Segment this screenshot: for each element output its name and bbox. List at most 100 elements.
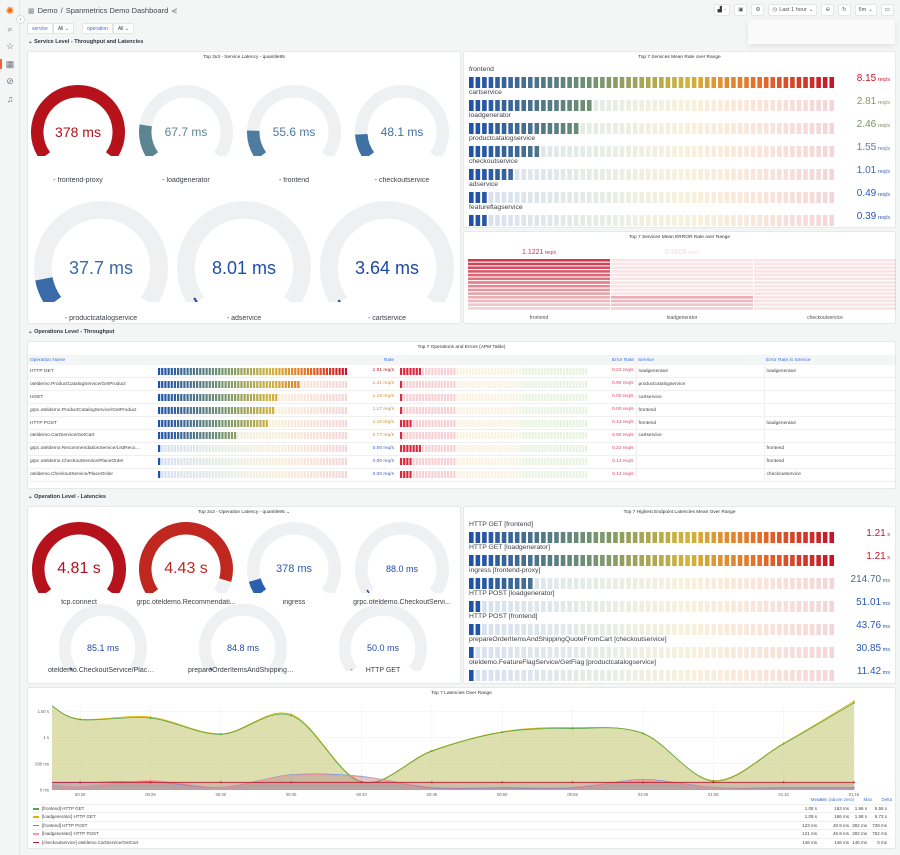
series-point[interactable] — [642, 779, 644, 781]
bar-gauge-row[interactable]: HTTP POST [frontend] 43.76 ms — [469, 613, 890, 635]
tv-mode-button[interactable]: ▭ — [880, 4, 894, 16]
series-point[interactable] — [149, 779, 152, 782]
legend-column-header[interactable]: Delta — [881, 797, 892, 802]
table-row[interactable]: grpc.oteldemo.RecommendationService/List… — [28, 442, 895, 456]
col-error-rate[interactable]: Error Rate — [396, 355, 636, 365]
series-point[interactable] — [149, 781, 152, 784]
series-point[interactable] — [712, 781, 715, 784]
bar-gauge-row[interactable]: adservice 0.49 req/s — [469, 181, 890, 203]
add-panel-button[interactable]: ▟ + — [713, 4, 731, 16]
variable-select-service[interactable]: All ⌄ — [52, 23, 74, 34]
legend-item[interactable]: [loadgenerator] HTTP GET 1.09 s 166 ms 1.98… — [33, 812, 890, 820]
bar-gauge-row[interactable]: featureflagservice 0.39 req/s — [469, 204, 890, 226]
dashboards-icon[interactable]: ▦ — [5, 59, 15, 69]
expand-sidebar-button[interactable]: › — [16, 15, 25, 24]
bar-gauge-row[interactable]: cartservice 2.81 req/s — [469, 89, 890, 111]
series-point[interactable] — [853, 701, 855, 704]
bar-gauge-row[interactable]: ingress [frontend-proxy] 214.70 ms — [469, 567, 890, 589]
row-operation-latencies[interactable]: ⌄ Operation Level - Latencies — [28, 494, 106, 500]
series-point[interactable] — [219, 786, 222, 789]
series-point[interactable] — [149, 717, 152, 719]
panel-title[interactable]: Top 7 Services Mean Rate over Range — [638, 55, 721, 60]
panel-title[interactable]: Top 7 Services Mean ERROR Rate over Rang… — [628, 235, 731, 240]
series-point[interactable] — [79, 781, 82, 784]
error-column[interactable]: 1.1221 req/s frontend — [468, 249, 610, 321]
settings-button[interactable]: ⚙ — [751, 4, 765, 16]
row-service-level[interactable]: ⌄ Service Level - Throughput and Latenci… — [28, 39, 144, 45]
col-error-rate-in-service[interactable]: Error Rate in Service — [764, 355, 895, 365]
series-point[interactable] — [430, 781, 433, 784]
series-point[interactable] — [219, 781, 222, 784]
col-rate[interactable]: Rate — [156, 355, 396, 365]
bar-gauge-row[interactable]: HTTP POST [loadgenerator] 51.01 ms — [469, 590, 890, 612]
series-point[interactable] — [79, 718, 82, 721]
panel-title[interactable]: Top 3x3 - Service Latency - quantile95 — [203, 55, 285, 60]
series-point[interactable] — [501, 781, 504, 784]
bar-gauge-row[interactable]: HTTP GET [frontend] 1.21 s — [469, 521, 890, 543]
table-row[interactable]: grpc.oteldemo.ProductCatalogService/GetP… — [28, 403, 895, 418]
grafana-logo-icon[interactable]: ✺ — [5, 6, 15, 17]
series-point[interactable] — [782, 786, 785, 789]
series-point[interactable] — [642, 732, 644, 735]
gauge[interactable]: 50.0 ms HTTP GET — [338, 603, 428, 674]
series-point[interactable] — [360, 781, 363, 784]
star-icon[interactable]: ☆ — [5, 41, 15, 51]
table-row[interactable]: grpc.oteldemo.CheckoutService/PlaceOrder… — [28, 455, 895, 469]
zoom-out-button[interactable]: ⊖ — [821, 4, 834, 16]
gauge[interactable]: 8.01 ms - adservice — [176, 200, 312, 322]
legend-item[interactable]: [frontend] HTTP POST 123 ms 40.9 ms 302 ms 7… — [33, 820, 890, 829]
gauge[interactable]: 55.6 ms - frontend — [246, 84, 342, 184]
share-icon[interactable]: ⋞ — [171, 6, 178, 15]
bar-gauge-row[interactable]: prepareOrderItemsAndShippingQuoteFromCar… — [469, 636, 890, 658]
series-point[interactable] — [853, 700, 855, 703]
series-point[interactable] — [219, 733, 222, 736]
legend-column-header[interactable]: Max — [863, 797, 872, 802]
row-operations-throughput[interactable]: ⌄ Operations Level - Throughput — [28, 329, 115, 335]
gauge[interactable]: 4.43 s grpc.oteldemo.Recommendati... — [136, 521, 236, 606]
legend-item[interactable]: [frontend] HTTP GET 1.08 s 163 ms 1.96 s 5.5… — [33, 804, 890, 812]
bar-gauge-row[interactable]: checkoutservice 1.01 req/s — [469, 158, 890, 180]
col-service[interactable]: Service — [636, 355, 764, 365]
refresh-interval-button[interactable]: 5m ⌄ — [854, 4, 877, 16]
series-point[interactable] — [430, 750, 433, 753]
series-point[interactable] — [290, 781, 293, 784]
gauge[interactable]: 84.8 msprepareOrderItemsAndShippingQuote… — [188, 603, 298, 674]
gauge[interactable]: 88.0 ms grpc.oteldemo.CheckoutServi... — [353, 521, 451, 606]
legend-column-header[interactable]: Min (above zero) — [820, 797, 854, 802]
search-icon[interactable]: ⌕ — [7, 24, 13, 34]
error-column[interactable]: checkoutservice — [754, 249, 896, 321]
legend-column-header[interactable]: Mean — [810, 797, 822, 802]
bar-gauge-row[interactable]: loadgenerator 2.46 req/s — [469, 112, 890, 134]
error-column[interactable]: 0.3505 req/s loadgenerator — [611, 249, 753, 321]
series-point[interactable] — [782, 742, 785, 745]
bar-gauge-row[interactable]: frontend 8.15 req/s — [469, 66, 890, 88]
series-point[interactable] — [290, 714, 293, 717]
series-point[interactable] — [853, 781, 855, 784]
col-operation-name[interactable]: Operation Name — [28, 355, 156, 365]
gauge[interactable]: 3.64 ms - cartservice — [319, 200, 455, 322]
explore-icon[interactable]: ⊘ — [6, 76, 14, 86]
panel-title[interactable]: Top 3x3 - Operation Latency - quantile95… — [28, 510, 460, 515]
legend-item[interactable]: [checkoutservice] oteldemo.CartService/G… — [33, 837, 890, 846]
alert-bell-icon[interactable]: ♫ — [6, 94, 14, 104]
series-point[interactable] — [79, 785, 82, 788]
table-row[interactable]: oteldemo.CheckoutService/PlaceOrder 0.00 … — [28, 468, 895, 482]
save-button[interactable]: ▣ — [734, 4, 748, 16]
breadcrumb-folder[interactable]: Demo — [37, 6, 58, 15]
series-point[interactable] — [360, 775, 363, 778]
gauge[interactable]: 85.1 ms oteldemo.CheckoutService/PlaceOrd… — [48, 603, 158, 674]
gauge[interactable]: 37.7 ms - productcatalogservice — [33, 200, 169, 322]
variable-select-operation[interactable]: All ⌄ — [112, 23, 135, 34]
series-point[interactable] — [642, 781, 644, 784]
series-point[interactable] — [501, 786, 504, 789]
panel-title[interactable]: Top 7 Operations and Errors (APM Table) — [417, 345, 506, 350]
series-point[interactable] — [501, 731, 504, 734]
series-point[interactable] — [712, 780, 715, 782]
series-point[interactable] — [290, 774, 293, 777]
time-picker-button[interactable]: ◷ Last 1 hour ⌄ — [768, 4, 818, 16]
series-point[interactable] — [430, 786, 433, 789]
series-point[interactable] — [712, 786, 715, 789]
legend-item[interactable]: [loadgenerator] HTTP POST 121 ms 46.9 ms 30… — [33, 829, 890, 837]
table-row[interactable]: oteldemo.CartService/GetCart 0.77 req/s 0.… — [28, 429, 895, 443]
